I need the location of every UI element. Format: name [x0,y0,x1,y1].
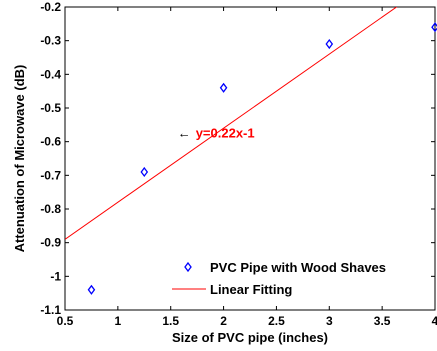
legend-label-line: Linear Fitting [210,282,292,297]
x-axis-title: Size of PVC pipe (inches) [172,330,328,345]
legend-marker-scatter [184,261,192,273]
annotation-arrow: ← [178,125,191,140]
x-tick-label: 1.5 [162,314,179,328]
y-tick-label: -0.8 [40,202,61,216]
y-axis-title: Attenuation of Microwave (dB) [12,65,27,253]
legend-label-scatter: PVC Pipe with Wood Shaves [210,260,386,275]
annotation-equation: y=0.22x-1 [196,125,255,140]
fit-line [65,7,398,240]
x-tick-label: 2.5 [268,314,285,328]
plot-frame [64,6,436,311]
x-tick-label: 1 [115,314,122,328]
plot-marks [65,7,398,240]
data-point [140,166,149,178]
y-tick-label: -0.2 [40,0,61,14]
data-point [325,38,334,50]
y-tick-label: -0.5 [40,101,61,115]
y-tick-label: -1 [50,269,61,283]
y-tick-label: -0.4 [40,67,61,81]
x-tick-label: 3.5 [374,314,391,328]
data-point [87,284,96,295]
x-tick-label: 4 [432,314,437,328]
y-tick-label: -1.1 [40,303,61,317]
x-tick-label: 0.5 [57,314,74,328]
y-tick-label: -0.7 [40,168,61,182]
y-tick-label: -0.9 [40,236,61,250]
y-tick-label: -0.6 [40,135,61,149]
y-tick-label: -0.3 [40,34,61,48]
x-tick-label: 2 [220,314,227,328]
data-point [219,82,228,93]
x-tick-label: 3 [326,314,333,328]
data-point [431,22,437,33]
